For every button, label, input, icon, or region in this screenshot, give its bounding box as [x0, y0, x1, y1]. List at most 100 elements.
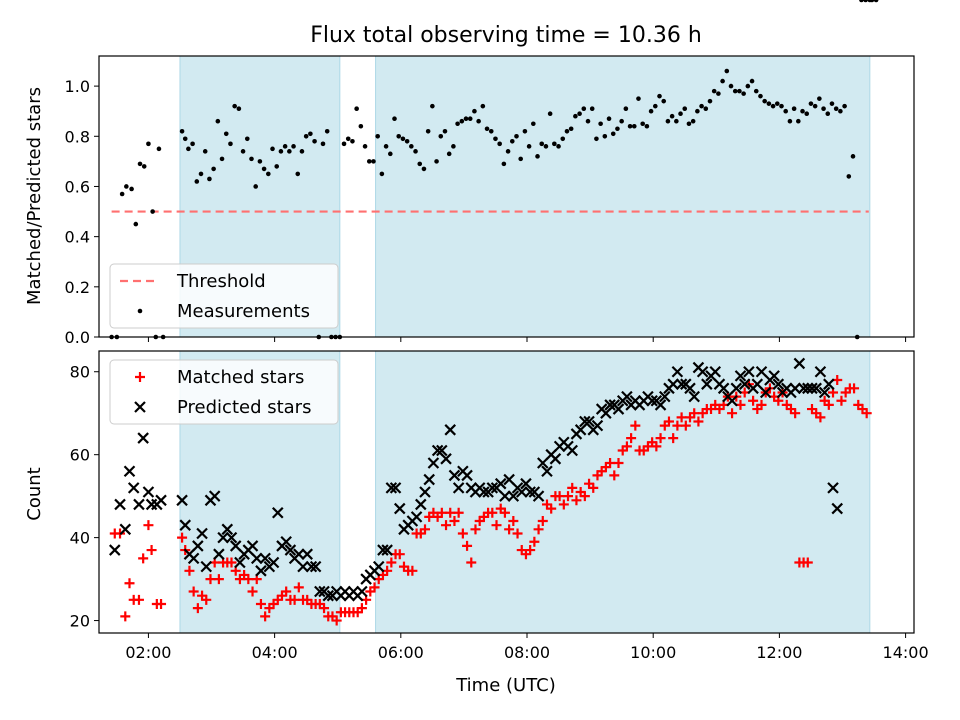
legend-swatch [134, 401, 146, 413]
data-point [284, 544, 297, 556]
data-point [612, 403, 625, 415]
data-point [564, 128, 570, 134]
data-point [831, 502, 844, 515]
data-point [427, 457, 440, 469]
data-point [108, 544, 121, 556]
y-tick-label: 1.0 [65, 77, 90, 96]
y-tick-label: 40 [70, 529, 90, 548]
series-matched-stars [110, 375, 872, 626]
data-point [266, 171, 271, 177]
data-point [829, 101, 835, 106]
data-point [362, 144, 368, 149]
chart-title: Flux total observing time = 10.36 h [310, 23, 702, 48]
data-point [184, 565, 195, 576]
data-point [467, 116, 473, 122]
data-point [260, 611, 271, 622]
data-point [711, 88, 717, 94]
data-point [415, 498, 427, 511]
data-point [278, 149, 284, 154]
data-point [663, 416, 674, 427]
data-point [804, 111, 810, 117]
data-point [271, 506, 284, 519]
data-point [688, 390, 700, 403]
data-point [849, 383, 860, 394]
data-point [133, 221, 139, 227]
data-point [287, 149, 292, 154]
data-point [745, 83, 751, 89]
data-point [453, 507, 464, 518]
data-point [487, 507, 498, 518]
data-point [225, 531, 238, 544]
data-point [324, 128, 330, 134]
bottom-panel-shaded-intervals [179, 350, 871, 634]
data-point [836, 395, 847, 406]
data-point [297, 560, 309, 573]
data-point [748, 395, 759, 406]
legend-label: Predicted stars [177, 397, 311, 418]
data-point [143, 520, 154, 531]
bottom-panel-axes: 20 40 60 80 02:00 04:00 06:00 08:00 10:00 12:00 14… [70, 350, 929, 662]
data-point [594, 136, 599, 142]
data-point [537, 457, 549, 469]
data-point [671, 365, 684, 378]
y-tick-label: 80 [70, 363, 90, 382]
legend-swatch [137, 308, 143, 314]
data-point [226, 557, 237, 568]
data-point [305, 560, 318, 573]
data-point [585, 118, 591, 124]
data-point [846, 174, 852, 179]
data-point [573, 113, 578, 119]
x-tick-label: 06:00 [378, 643, 424, 662]
data-point [409, 144, 414, 149]
data-point [386, 557, 397, 568]
data-point [319, 603, 330, 614]
data-point [532, 490, 545, 502]
data-point [823, 378, 835, 390]
data-point [120, 611, 131, 622]
data-point [815, 412, 826, 423]
data-point [796, 118, 801, 124]
data-point [289, 594, 300, 605]
data-point [421, 166, 427, 172]
data-point [783, 108, 789, 114]
data-point [755, 365, 768, 378]
data-point [219, 156, 225, 162]
y-tick-label: 0.6 [65, 177, 90, 196]
data-point [518, 156, 523, 162]
data-point [375, 133, 380, 139]
data-point [255, 565, 267, 577]
legend-label: Measurements [177, 301, 310, 322]
x-tick-label: 02:00 [125, 643, 171, 662]
data-point [133, 498, 145, 511]
data-point [385, 482, 398, 494]
legend-entry: Matched stars [135, 367, 304, 388]
data-point [644, 123, 650, 129]
data-point [369, 582, 380, 593]
data-point [577, 111, 582, 117]
data-point [381, 544, 393, 556]
data-point [507, 490, 520, 502]
data-point [377, 544, 389, 556]
data-point [505, 149, 511, 154]
data-point [455, 121, 460, 127]
data-point [438, 133, 444, 139]
data-point [648, 108, 654, 114]
data-point [400, 136, 406, 142]
data-point [449, 516, 460, 527]
data-point [441, 520, 452, 531]
data-point [529, 536, 540, 547]
data-point [606, 116, 612, 122]
data-point [442, 128, 448, 134]
y-tick-label: 0.0 [65, 328, 90, 347]
data-point [520, 477, 532, 490]
data-point [556, 144, 561, 149]
data-point [202, 149, 208, 154]
data-point [309, 560, 322, 573]
data-point [379, 171, 385, 177]
data-point [217, 531, 229, 544]
data-point [598, 121, 603, 127]
data-point [842, 103, 847, 109]
data-point [436, 507, 447, 518]
data-point [759, 386, 772, 399]
data-point [494, 477, 507, 490]
